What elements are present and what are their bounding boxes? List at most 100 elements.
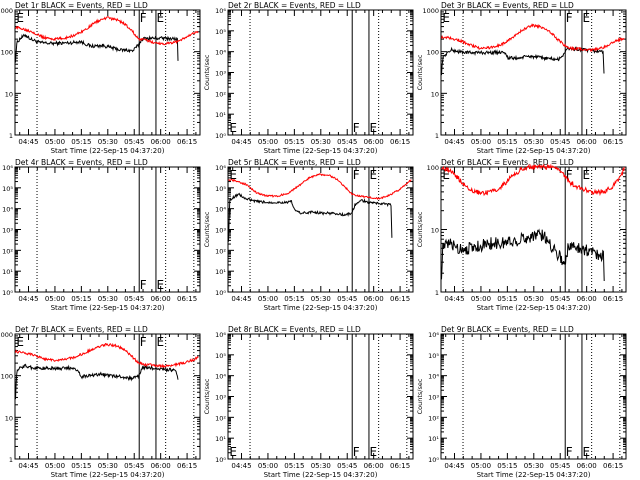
- panel-det-1: Det 1r BLACK = Events, RED = LLD 1 10 100 10…: [0, 1, 201, 155]
- y-tick-label: 10⁵: [215, 28, 226, 36]
- y-tick-label: 10: [5, 414, 13, 422]
- x-axis-label: Start Time (22-Sep-15 04:37:20): [51, 147, 165, 155]
- panel-title: Det 8r BLACK = Events, RED = LLD: [228, 325, 361, 334]
- series-line-lld: [441, 163, 625, 197]
- y-tick-label: 10⁴: [428, 373, 439, 381]
- marker-label-e: E: [229, 121, 237, 135]
- marker-label-e: E: [156, 278, 164, 292]
- y-tick-label: 10⁶: [215, 7, 226, 15]
- plot-frame: [440, 166, 627, 293]
- marker-label-e: E: [582, 445, 590, 459]
- y-axis-label: Counts/sec: [416, 211, 424, 247]
- x-tick-label: 04:45: [231, 295, 251, 303]
- y-tick-label: 10⁵: [215, 352, 226, 360]
- y-tick-label: 10²: [215, 247, 226, 255]
- y-tick-label: 1: [435, 289, 439, 297]
- x-tick-label: 06:00: [364, 295, 384, 303]
- y-tick-label: 10³: [215, 227, 226, 235]
- panel-title: Det 4r BLACK = Events, RED = LLD: [15, 158, 148, 167]
- x-axis-label: Start Time (22-Sep-15 04:37:20): [264, 147, 378, 155]
- x-tick-label: 06:00: [364, 462, 384, 470]
- y-tick-label: 1000: [0, 7, 13, 15]
- x-tick-label: 05:30: [524, 295, 544, 303]
- x-tick-label: 05:30: [524, 138, 544, 146]
- y-tick-label: 10⁴: [2, 206, 13, 214]
- series-line-lld: [441, 23, 625, 53]
- x-tick-label: 06:15: [177, 462, 197, 470]
- x-tick-label: 05:30: [98, 295, 118, 303]
- x-tick-label: 05:45: [550, 462, 570, 470]
- plot-frame: [14, 9, 201, 136]
- plot-frame: [227, 333, 414, 460]
- y-tick-label: 1: [435, 132, 439, 140]
- x-axis-label: Start Time (22-Sep-15 04:37:20): [477, 147, 591, 155]
- marker-label-e: E: [369, 445, 377, 459]
- marker-label-f: F: [566, 11, 573, 25]
- panel-title: Det 3r BLACK = Events, RED = LLD: [441, 1, 574, 10]
- x-tick-label: 05:15: [497, 295, 517, 303]
- x-tick-label: 06:15: [390, 295, 410, 303]
- x-tick-label: 05:30: [311, 138, 331, 146]
- x-axis-label: Start Time (22-Sep-15 04:37:20): [264, 304, 378, 312]
- marker-label-e: E: [369, 121, 377, 135]
- x-tick-label: 05:15: [284, 138, 304, 146]
- x-tick-label: 05:00: [258, 138, 278, 146]
- marker-label-f: F: [353, 445, 360, 459]
- y-tick-label: 10¹: [215, 435, 226, 443]
- x-tick-label: 06:00: [364, 138, 384, 146]
- y-tick-label: 10⁴: [215, 373, 226, 381]
- x-tick-label: 05:45: [550, 295, 570, 303]
- y-tick-label: 1000: [422, 7, 439, 15]
- x-tick-label: 05:45: [124, 138, 144, 146]
- y-tick-label: 100: [427, 49, 439, 57]
- y-tick-label: 10³: [215, 70, 226, 78]
- panel-title: Det 2r BLACK = Events, RED = LLD: [228, 1, 361, 10]
- x-axis-label: Start Time (22-Sep-15 04:37:20): [51, 471, 165, 479]
- y-tick-label: 10¹: [2, 268, 13, 276]
- series-line-events: [228, 192, 393, 242]
- y-tick-label: 10⁶: [215, 331, 226, 339]
- panel-title: Det 5r BLACK = Events, RED = LLD: [228, 158, 361, 167]
- x-tick-label: 04:45: [444, 138, 464, 146]
- x-axis-label: Start Time (22-Sep-15 04:37:20): [477, 304, 591, 312]
- y-tick-label: 1000: [0, 331, 13, 339]
- panel-title: Det 6r BLACK = Events, RED = LLD: [441, 158, 574, 167]
- x-tick-label: 04:45: [444, 295, 464, 303]
- x-tick-label: 05:00: [471, 462, 491, 470]
- y-tick-label: 10²: [428, 414, 439, 422]
- panel-det-2: Det 2r BLACK = Events, RED = LLD 10⁰ 10¹ 10…: [203, 1, 414, 155]
- marker-label-e: E: [229, 168, 237, 182]
- y-tick-label: 10⁶: [428, 331, 439, 339]
- x-tick-label: 05:15: [71, 295, 91, 303]
- marker-label-f: F: [140, 11, 147, 25]
- y-axis-label: Counts/sec: [416, 54, 424, 90]
- x-tick-label: 05:00: [45, 295, 65, 303]
- plot-frame: [14, 333, 201, 460]
- panel-det-6: Det 6r BLACK = Events, RED = LLD 1 10 100 04…: [416, 158, 627, 312]
- y-tick-label: 100: [427, 164, 439, 172]
- x-tick-label: 04:45: [18, 462, 38, 470]
- x-tick-label: 05:00: [258, 462, 278, 470]
- x-tick-label: 05:30: [98, 462, 118, 470]
- x-tick-label: 06:00: [151, 462, 171, 470]
- x-tick-label: 05:30: [98, 138, 118, 146]
- x-tick-label: 05:15: [497, 138, 517, 146]
- series-line-lld: [15, 16, 199, 46]
- marker-label-e: E: [442, 168, 450, 182]
- x-tick-label: 05:00: [471, 138, 491, 146]
- panel-det-4: Det 4r BLACK = Events, RED = LLD 10⁰ 10¹ 10…: [2, 158, 201, 312]
- x-tick-label: 05:45: [124, 462, 144, 470]
- plot-frame: [14, 166, 201, 293]
- y-tick-label: 10⁰: [2, 289, 13, 297]
- series-line-events: [441, 45, 605, 76]
- x-tick-label: 05:15: [284, 295, 304, 303]
- y-tick-label: 10¹: [428, 435, 439, 443]
- x-tick-label: 06:00: [577, 462, 597, 470]
- series-line-events: [15, 363, 179, 400]
- y-tick-label: 10: [431, 90, 439, 98]
- panel-title: Det 1r BLACK = Events, RED = LLD: [15, 1, 148, 10]
- x-tick-label: 06:00: [151, 295, 171, 303]
- plot-frame: [440, 9, 627, 136]
- x-tick-label: 06:15: [603, 462, 623, 470]
